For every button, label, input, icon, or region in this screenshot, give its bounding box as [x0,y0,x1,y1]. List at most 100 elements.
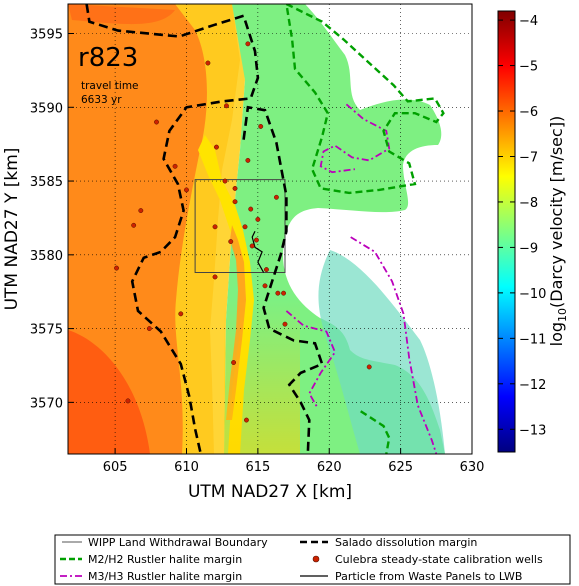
y-axis-ticks: 3570 3575 3580 3585 3590 3595 [30,28,74,411]
calibration-well-point [245,41,251,47]
m3h3-margin-line [319,103,391,174]
calibration-well-point [366,364,372,370]
colorbar-tick-label: −13 [519,423,546,438]
calibration-well-point [212,274,218,280]
y-tick-label: 3575 [30,323,63,338]
legend-label-calibration-wells: Culebra steady-state calibration wells [335,553,543,566]
calibration-well-point [212,224,218,230]
calibration-well-point [222,178,228,184]
calibration-well-point [205,60,211,66]
y-axis-label: UTM NAD27 Y [km] [2,148,22,311]
calibration-well-point [224,103,229,109]
calibration-well-point [249,243,255,249]
travel-time-value: 6633 yr [81,94,122,106]
colorbar: −4 −5 −6 −7 −8 −9 −10 −11 −12 −13 log10(Darcy vel… [497,10,569,453]
calibration-well-point [263,267,269,273]
calibration-well-point [178,311,184,317]
colorbar-tick-label: −10 [519,287,546,302]
x-tick-label: 605 [103,460,128,475]
deep-red-patch-sw [68,330,150,454]
legend-label-particle-path: Particle from Waste Panels to LWB [335,570,522,583]
legend-item-calibration-wells: Culebra steady-state calibration wells [312,553,543,566]
plot-frame [67,3,473,455]
calibration-well-point [245,157,251,163]
calibration-well-point [231,360,237,365]
salado-margin-line [242,105,324,454]
red-patch-nw [68,4,175,25]
calibration-well-point [243,417,249,423]
calibration-well-point [114,265,119,271]
colorbar-tick-label: −4 [519,14,538,29]
legend-label-m2h2-margin: M2/H2 Rustler halite margin [88,553,242,566]
calibration-well-point [138,208,144,214]
y-tick-label: 3570 [30,396,63,411]
calibration-well-point [228,239,234,244]
legend-item-salado-margin: Salado dissolution margin [300,536,477,549]
colorbar-ticks: −4 −5 −6 −7 −8 −9 −10 −11 −12 −13 [498,14,546,438]
calibration-well-point [275,290,281,296]
colorbar-tick-label: −9 [519,241,538,256]
velocity-field [68,4,472,454]
legend-item-m2h2-margin: M2/H2 Rustler halite margin [60,553,242,566]
yellow-tint-south [224,300,300,454]
calibration-well-point [232,185,238,191]
calibration-well-point [248,206,254,212]
calibration-well-point [253,237,259,243]
x-tick-label: 630 [460,460,485,475]
travel-time-label: travel time [81,80,139,92]
calibration-well-point [154,119,159,125]
particle-path [251,230,265,273]
m2h2-margin-line [285,4,445,195]
colorbar-tick-label: −7 [519,150,538,165]
calibration-well-point [262,283,268,289]
calibration-well-point [125,398,131,404]
legend: WIPP Land Withdrawal Boundary Salado dis… [54,534,571,585]
panel-label: r823 [78,43,138,73]
x-tick-label: 610 [174,460,199,475]
calibration-well-point [131,222,137,228]
x-axis-label: UTM NAD27 X [km] [188,482,352,502]
transition-band [175,4,245,454]
calibration-well-point [255,216,261,222]
colorbar-tick-label: −8 [519,196,538,211]
legend-label-salado-margin: Salado dissolution margin [335,536,477,549]
calibration-well-point [273,194,279,200]
calibration-well-point [242,224,248,230]
legend-item-particle-path: Particle from Waste Panels to LWB [300,570,522,583]
x-axis-ticks: 605 610 615 620 625 630 [103,448,485,475]
colorbar-gradient [497,10,516,453]
calibration-well-point [258,124,264,129]
legend-item-wipp-boundary: WIPP Land Withdrawal Boundary [62,536,268,549]
calibration-well-point [184,187,189,193]
colorbar-tick-label: −12 [519,378,546,393]
calibration-well-point [146,326,152,332]
y-tick-label: 3590 [30,101,63,116]
x-tick-label: 615 [245,460,270,475]
calibration-well-point [232,199,238,205]
calibration-well-point [281,290,287,296]
colorbar-label: log10(Darcy velocity [m/sec]) [547,116,569,347]
salado-margin-line [85,4,260,454]
colorbar-tick-label: −6 [519,105,538,120]
x-tick-label: 620 [317,460,342,475]
legend-swatch-calibration-wells [312,555,320,563]
map-overlays [85,4,445,454]
orange-channel [226,225,246,420]
colorbar-tick-label: −11 [519,332,546,347]
x-tick-label: 625 [388,460,413,475]
m3h3-margin-line [350,236,438,454]
calibration-well-point [282,321,288,327]
cyan-patches-east [318,250,445,454]
wipp-boundary [194,179,286,273]
legend-label-wipp-boundary: WIPP Land Withdrawal Boundary [88,536,268,549]
y-tick-label: 3595 [30,28,63,43]
calibration-well-point [214,144,219,150]
calibration-well-point [172,163,178,169]
y-tick-label: 3580 [30,249,63,264]
y-tick-label: 3585 [30,175,63,190]
colorbar-tick-label: −5 [519,60,538,75]
m2h2-margin-line [360,410,391,454]
legend-item-m3h3-margin: M3/H3 Rustler halite margin [60,570,242,583]
legend-label-m3h3-margin: M3/H3 Rustler halite margin [88,570,242,583]
